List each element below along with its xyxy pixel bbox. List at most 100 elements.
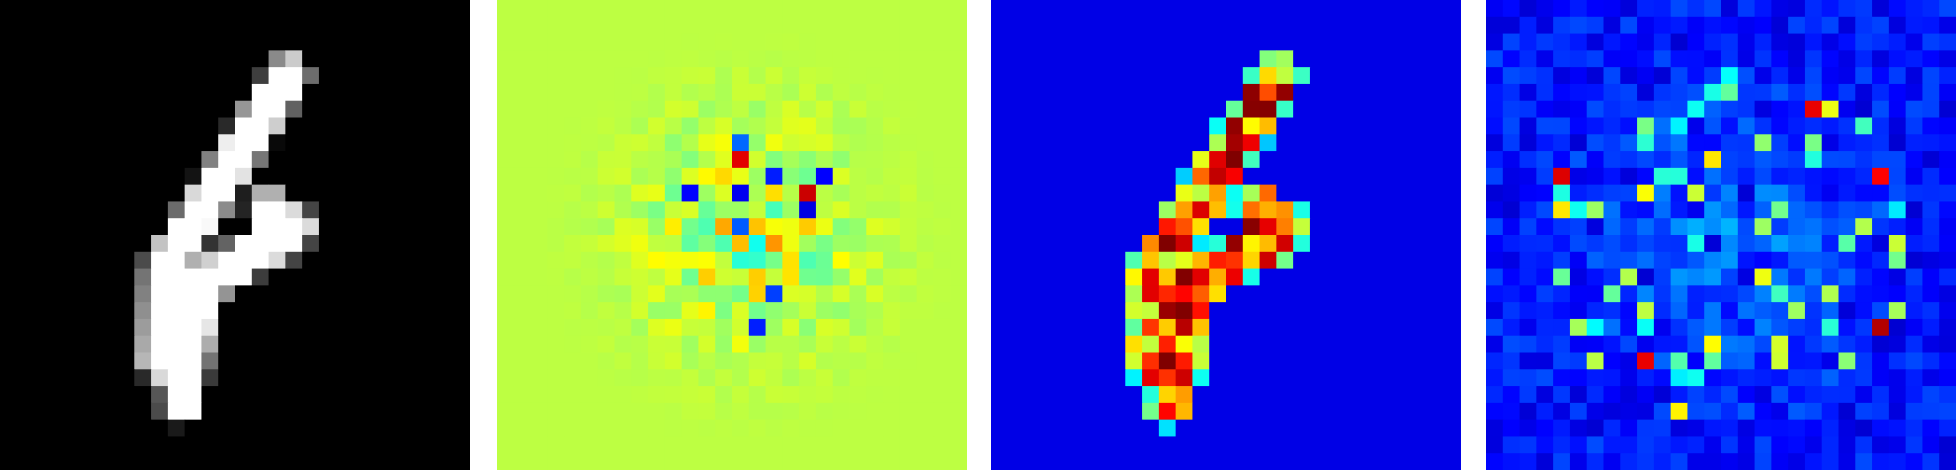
digit-pixel <box>436 134 454 152</box>
gradient-cell <box>1838 453 1856 470</box>
saliency-cell <box>1360 0 1378 18</box>
saliency-cell <box>1192 335 1210 354</box>
attribution-cell <box>916 151 935 169</box>
digit-pixel <box>0 83 18 102</box>
gradient-cell <box>1872 16 1890 35</box>
saliency-cell <box>1410 134 1429 152</box>
attribution-cell <box>815 151 834 169</box>
gradient-cell <box>1687 419 1705 438</box>
saliency-cell <box>1175 117 1194 135</box>
gradient-cell <box>1536 235 1554 253</box>
gradient-cell <box>1888 117 1907 135</box>
attribution-cell <box>765 151 783 169</box>
gradient-cell <box>1804 184 1823 203</box>
saliency-cell <box>1343 83 1361 102</box>
saliency-cell <box>1444 235 1461 253</box>
attribution-cell <box>899 285 918 303</box>
digit-pixel <box>402 335 421 354</box>
digit-pixel <box>167 235 186 253</box>
gradient-cell <box>1804 0 1823 18</box>
saliency-cell <box>1175 352 1194 370</box>
digit-pixel <box>318 369 337 387</box>
attribution-cell <box>799 100 817 119</box>
saliency-cell <box>991 167 1009 186</box>
digit-pixel <box>33 235 51 253</box>
attribution-cell <box>631 218 649 236</box>
gradient-cell <box>1670 134 1689 152</box>
digit-pixel <box>386 453 404 470</box>
attribution-cell <box>916 117 935 135</box>
attribution-cell <box>715 235 733 253</box>
digit-pixel <box>335 335 354 354</box>
saliency-cell <box>1074 83 1093 102</box>
gradient-cell <box>1687 33 1705 51</box>
attribution-cell <box>580 151 599 169</box>
gradient-cell <box>1721 16 1739 35</box>
heatmap-input-digit <box>0 0 470 470</box>
digit-pixel <box>302 285 320 303</box>
digit-pixel <box>369 16 387 35</box>
saliency-cell <box>1293 167 1311 186</box>
digit-pixel <box>235 83 253 102</box>
saliency-cell <box>1444 369 1461 387</box>
gradient-cell <box>1586 453 1605 470</box>
saliency-cell <box>1444 67 1461 85</box>
gradient-cell <box>1569 268 1588 286</box>
gradient-cell <box>1620 453 1638 470</box>
digit-pixel <box>453 50 470 68</box>
gradient-cell <box>1788 285 1806 303</box>
gradient-cell <box>1486 151 1504 169</box>
digit-pixel <box>302 419 320 438</box>
attribution-cell <box>732 218 750 236</box>
gradient-cell <box>1553 33 1571 51</box>
gradient-cell <box>1687 117 1705 135</box>
digit-pixel <box>453 201 470 219</box>
saliency-cell <box>1024 402 1042 421</box>
attribution-cell <box>547 201 565 219</box>
digit-pixel <box>0 134 18 152</box>
digit-pixel <box>453 402 470 421</box>
gradient-cell <box>1569 67 1588 85</box>
attribution-cell <box>530 218 548 236</box>
digit-pixel <box>453 352 470 370</box>
gradient-cell <box>1486 302 1504 320</box>
attribution-cell <box>564 453 582 470</box>
attribution-cell <box>698 402 716 421</box>
attribution-cell <box>564 386 582 404</box>
gradient-cell <box>1704 318 1722 337</box>
attribution-cell <box>715 67 733 85</box>
saliency-cell <box>1360 251 1378 270</box>
saliency-cell <box>1242 436 1261 454</box>
attribution-cell <box>950 67 967 85</box>
saliency-cell <box>1393 33 1412 51</box>
attribution-cell <box>715 419 733 438</box>
gradient-cell <box>1637 151 1655 169</box>
saliency-cell <box>1074 369 1093 387</box>
gradient-cell <box>1721 33 1739 51</box>
digit-pixel <box>83 0 102 18</box>
gradient-cell <box>1788 100 1806 119</box>
digit-pixel <box>402 0 421 18</box>
gradient-cell <box>1586 201 1605 219</box>
attribution-cell <box>580 318 599 337</box>
attribution-cell <box>933 100 951 119</box>
digit-pixel <box>352 100 370 119</box>
gradient-cell <box>1804 318 1823 337</box>
attribution-cell <box>715 151 733 169</box>
digit-pixel <box>335 419 354 438</box>
saliency-cell <box>1142 402 1160 421</box>
saliency-cell <box>1158 318 1177 337</box>
attribution-cell <box>580 268 599 286</box>
attribution-cell <box>933 184 951 203</box>
attribution-cell <box>732 335 750 354</box>
gradient-cell <box>1620 318 1638 337</box>
digit-pixel <box>302 16 320 35</box>
digit-pixel <box>218 16 236 35</box>
gradient-cell <box>1536 33 1554 51</box>
gradient-cell <box>1922 67 1940 85</box>
saliency-cell <box>1226 0 1244 18</box>
gradient-cell <box>1922 419 1940 438</box>
digit-pixel <box>285 100 303 119</box>
gradient-cell <box>1519 83 1537 102</box>
digit-pixel <box>83 318 102 337</box>
